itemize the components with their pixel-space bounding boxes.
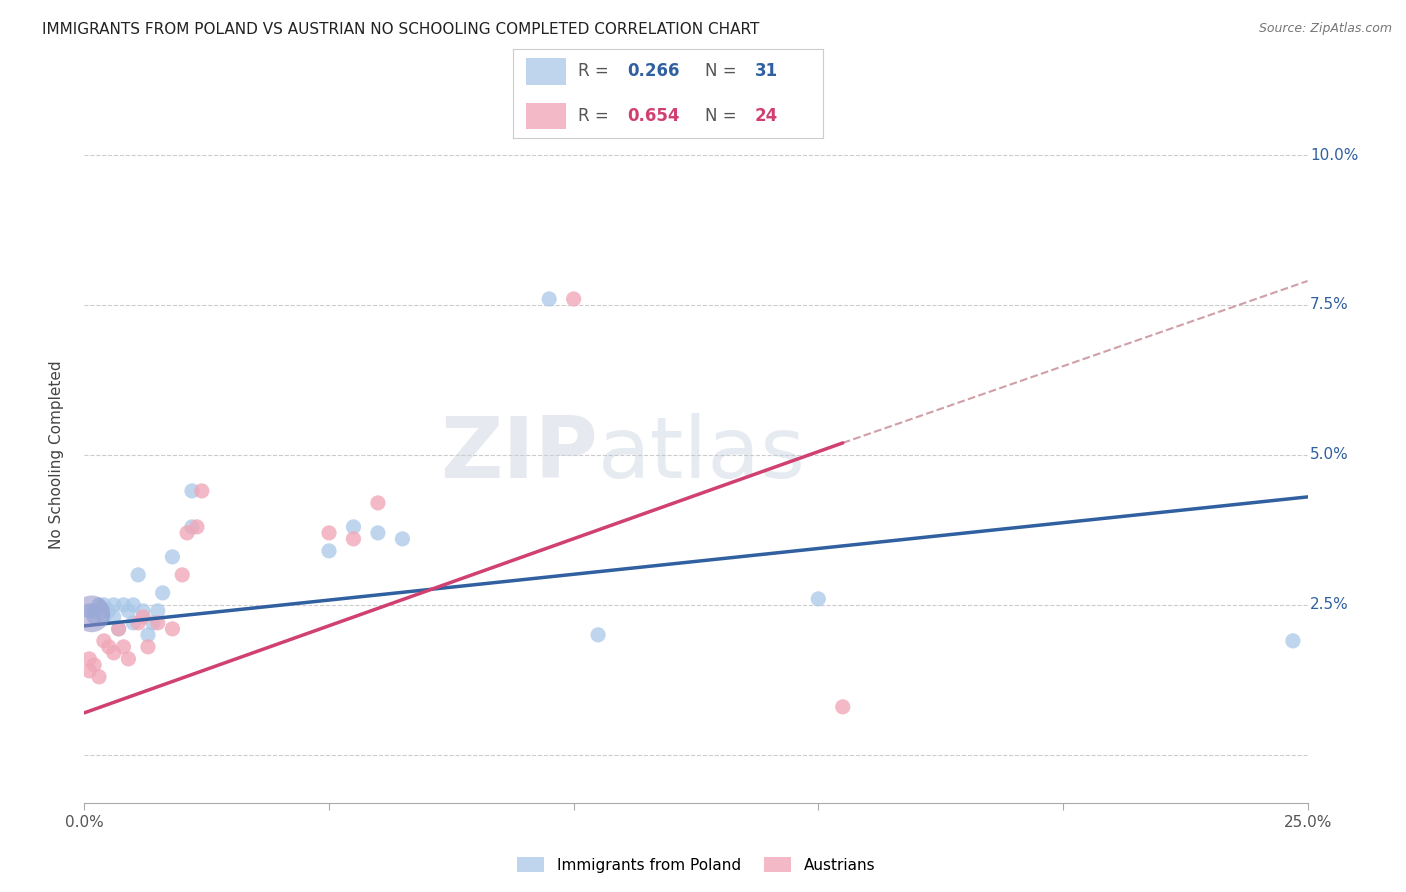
Point xyxy=(136,628,159,642)
Point xyxy=(146,604,169,618)
Point xyxy=(367,525,389,540)
Point xyxy=(127,615,149,630)
Point xyxy=(538,292,561,306)
Y-axis label: No Schooling Completed: No Schooling Completed xyxy=(49,360,63,549)
Point xyxy=(122,615,145,630)
Point xyxy=(342,532,364,546)
Text: ZIP: ZIP xyxy=(440,413,598,497)
Text: atlas: atlas xyxy=(598,413,806,497)
Point xyxy=(562,292,585,306)
Point xyxy=(146,615,169,630)
Text: 10.0%: 10.0% xyxy=(1310,147,1358,162)
Point xyxy=(97,604,120,618)
Point xyxy=(186,520,208,534)
Text: R =: R = xyxy=(578,107,614,125)
Point xyxy=(176,525,198,540)
Point xyxy=(77,604,100,618)
Point xyxy=(152,586,174,600)
Point xyxy=(162,622,184,636)
Point xyxy=(117,604,139,618)
Point xyxy=(93,598,115,612)
Point xyxy=(80,607,103,621)
Text: 7.5%: 7.5% xyxy=(1310,297,1348,312)
Text: IMMIGRANTS FROM POLAND VS AUSTRIAN NO SCHOOLING COMPLETED CORRELATION CHART: IMMIGRANTS FROM POLAND VS AUSTRIAN NO SC… xyxy=(42,22,759,37)
Text: 31: 31 xyxy=(755,62,778,80)
Point xyxy=(103,598,125,612)
Point xyxy=(77,664,100,678)
Point xyxy=(97,640,120,654)
Text: 0.266: 0.266 xyxy=(627,62,681,80)
Text: Source: ZipAtlas.com: Source: ZipAtlas.com xyxy=(1258,22,1392,36)
Point xyxy=(103,646,125,660)
Bar xyxy=(526,103,565,129)
Text: 24: 24 xyxy=(755,107,778,125)
Point xyxy=(132,610,155,624)
Point xyxy=(103,610,125,624)
Legend: Immigrants from Poland, Austrians: Immigrants from Poland, Austrians xyxy=(510,850,882,879)
Point xyxy=(172,567,194,582)
Point xyxy=(831,699,853,714)
Point xyxy=(112,640,135,654)
Point xyxy=(127,567,149,582)
Point xyxy=(83,657,105,672)
Point xyxy=(107,622,129,636)
Point xyxy=(132,604,155,618)
Point xyxy=(1282,633,1305,648)
Text: 5.0%: 5.0% xyxy=(1310,448,1348,462)
Point xyxy=(112,598,135,612)
Point xyxy=(342,520,364,534)
Point xyxy=(391,532,413,546)
Point xyxy=(77,652,100,666)
Point xyxy=(586,628,609,642)
Point xyxy=(83,610,105,624)
Point xyxy=(318,544,340,558)
Point xyxy=(136,640,159,654)
Bar xyxy=(526,58,565,85)
Point xyxy=(318,525,340,540)
Point xyxy=(93,633,115,648)
Point xyxy=(367,496,389,510)
Point xyxy=(87,670,110,684)
Text: R =: R = xyxy=(578,62,614,80)
Point xyxy=(107,622,129,636)
Point xyxy=(87,598,110,612)
Point xyxy=(191,483,214,498)
Point xyxy=(807,591,830,606)
Text: 0.654: 0.654 xyxy=(627,107,681,125)
Point xyxy=(181,483,204,498)
Point xyxy=(142,615,165,630)
Point xyxy=(117,652,139,666)
Text: 2.5%: 2.5% xyxy=(1310,598,1348,613)
Point xyxy=(93,610,115,624)
Point xyxy=(83,604,105,618)
Text: N =: N = xyxy=(704,107,742,125)
Point xyxy=(122,598,145,612)
Point xyxy=(162,549,184,564)
Point xyxy=(181,520,204,534)
Text: N =: N = xyxy=(704,62,742,80)
